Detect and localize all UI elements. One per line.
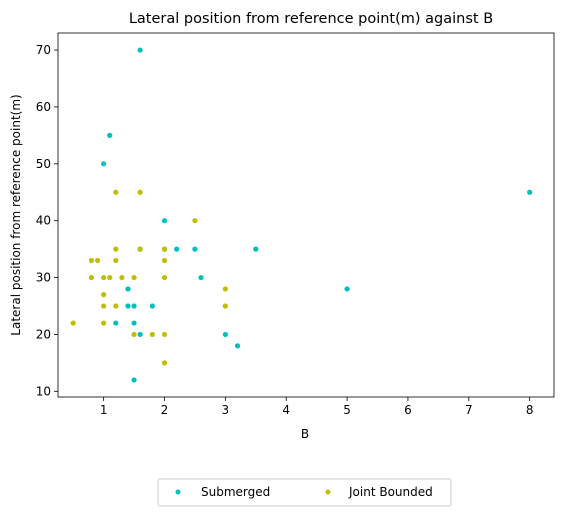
data-point-submerged — [234, 343, 241, 349]
legend: Submerged Joint Bounded — [157, 478, 452, 507]
y-tick-label: 50 — [36, 157, 51, 171]
legend-label-submerged: Submerged — [201, 485, 270, 499]
data-point-joint-bounded — [101, 292, 107, 298]
y-axis-ticks: 10 20 30 40 50 60 70 — [36, 43, 58, 398]
data-point-joint-bounded — [161, 246, 168, 252]
data-point-joint-bounded — [161, 257, 168, 264]
data-point-joint-bounded — [149, 331, 155, 338]
data-point-joint-bounded — [88, 257, 95, 264]
data-point-submerged — [107, 132, 113, 138]
y-axis-label: Lateral position from reference point(m) — [9, 94, 23, 335]
data-point-joint-bounded — [137, 189, 143, 195]
data-point-joint-bounded — [94, 257, 101, 264]
data-point-joint-bounded — [119, 274, 125, 281]
data-point-joint-bounded — [113, 303, 119, 309]
data-point-joint-bounded — [161, 331, 168, 338]
data-point-submerged — [198, 274, 204, 281]
data-point-joint-bounded — [161, 274, 168, 281]
x-axis-ticks: 1 2 3 4 5 6 7 8 — [100, 397, 534, 417]
data-point-joint-bounded — [113, 246, 119, 252]
chart-title: Lateral position from reference point(m)… — [129, 11, 493, 27]
data-point-submerged — [137, 331, 143, 338]
data-point-joint-bounded — [192, 218, 198, 224]
data-point-submerged — [131, 320, 137, 326]
x-tick-label: 5 — [343, 403, 351, 417]
data-point-submerged — [527, 189, 533, 195]
data-point-submerged — [137, 47, 143, 53]
data-point-joint-bounded — [101, 303, 107, 309]
legend-marker-joint-bounded — [325, 489, 331, 495]
y-tick-label: 20 — [36, 327, 51, 341]
data-point-submerged — [253, 246, 259, 252]
plot-frame — [57, 32, 555, 398]
data-point-submerged — [344, 286, 350, 292]
x-tick-label: 4 — [282, 403, 290, 417]
data-point-submerged — [222, 331, 228, 338]
x-tick-label: 8 — [526, 403, 534, 417]
data-point-submerged — [125, 303, 131, 309]
legend-box — [157, 478, 452, 507]
legend-label-joint-bounded: Joint Bounded — [348, 485, 433, 499]
data-point-submerged — [125, 286, 131, 292]
y-tick-label: 60 — [36, 100, 51, 114]
y-tick-label: 10 — [36, 384, 51, 398]
data-point-joint-bounded — [101, 274, 107, 281]
data-point-joint-bounded — [107, 274, 113, 281]
x-tick-label: 3 — [222, 403, 230, 417]
data-point-joint-bounded — [137, 246, 143, 252]
x-axis-label: B — [301, 427, 309, 441]
data-point-submerged — [192, 246, 198, 252]
data-point-joint-bounded — [161, 360, 168, 366]
data-point-joint-bounded — [113, 257, 119, 264]
y-tick-label: 30 — [36, 271, 51, 285]
x-tick-label: 1 — [100, 403, 108, 417]
data-point-submerged — [131, 303, 137, 309]
plot-points — [70, 47, 533, 383]
data-point-joint-bounded — [70, 320, 76, 326]
y-tick-label: 40 — [36, 214, 51, 228]
data-point-submerged — [131, 377, 137, 383]
data-point-submerged — [113, 320, 119, 326]
data-point-joint-bounded — [222, 286, 228, 292]
data-point-joint-bounded — [113, 189, 119, 195]
data-point-submerged — [149, 303, 155, 309]
data-point-submerged — [161, 218, 168, 224]
data-point-joint-bounded — [222, 303, 228, 309]
data-point-submerged — [101, 161, 107, 167]
y-tick-label: 70 — [36, 43, 51, 57]
data-point-joint-bounded — [131, 274, 137, 281]
data-point-joint-bounded — [101, 320, 107, 326]
data-point-submerged — [174, 246, 180, 252]
x-tick-label: 7 — [465, 403, 473, 417]
data-point-joint-bounded — [131, 331, 137, 338]
data-point-joint-bounded — [88, 274, 95, 281]
legend-marker-submerged — [175, 489, 181, 495]
x-tick-label: 6 — [404, 403, 412, 417]
x-tick-label: 2 — [161, 403, 169, 417]
